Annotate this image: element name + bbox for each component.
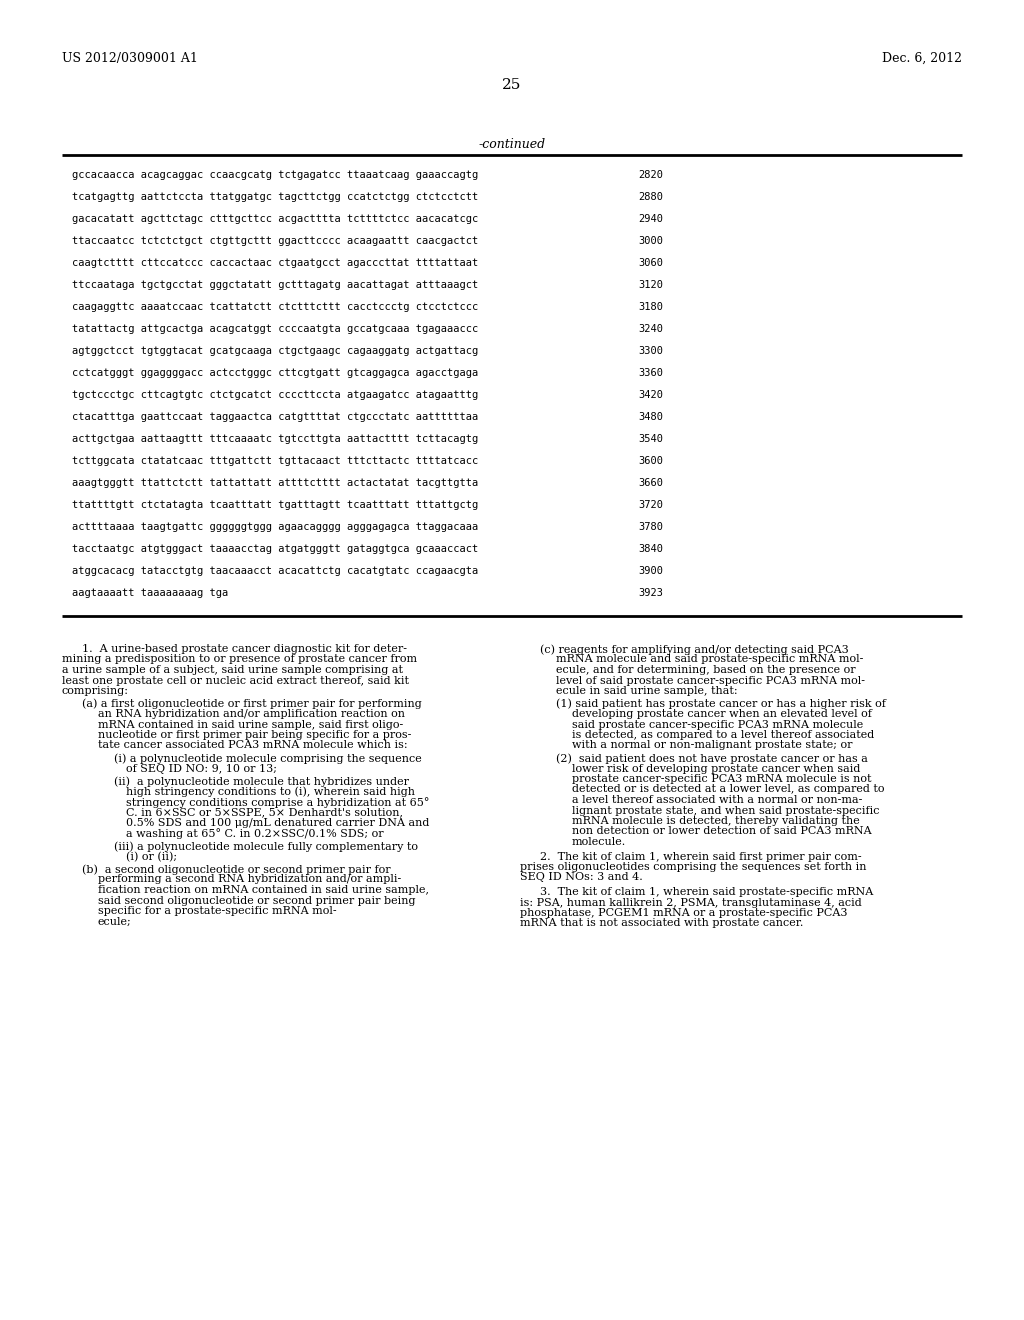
Text: phosphatase, PCGEM1 mRNA or a prostate-specific PCA3: phosphatase, PCGEM1 mRNA or a prostate-s… bbox=[520, 908, 848, 917]
Text: acttttaaaa taagtgattc ggggggtggg agaacagggg agggagagca ttaggacaaa: acttttaaaa taagtgattc ggggggtggg agaacag… bbox=[72, 521, 478, 532]
Text: with a normal or non-malignant prostate state; or: with a normal or non-malignant prostate … bbox=[572, 741, 853, 751]
Text: (2)  said patient does not have prostate cancer or has a: (2) said patient does not have prostate … bbox=[556, 752, 868, 763]
Text: developing prostate cancer when an elevated level of: developing prostate cancer when an eleva… bbox=[572, 709, 871, 719]
Text: 3840: 3840 bbox=[638, 544, 663, 554]
Text: 3923: 3923 bbox=[638, 587, 663, 598]
Text: 2820: 2820 bbox=[638, 170, 663, 180]
Text: caagtctttt cttccatccc caccactaac ctgaatgcct agacccttat ttttattaat: caagtctttt cttccatccc caccactaac ctgaatg… bbox=[72, 257, 478, 268]
Text: mRNA that is not associated with prostate cancer.: mRNA that is not associated with prostat… bbox=[520, 919, 804, 928]
Text: lower risk of developing prostate cancer when said: lower risk of developing prostate cancer… bbox=[572, 763, 860, 774]
Text: 3300: 3300 bbox=[638, 346, 663, 356]
Text: ecule, and for determining, based on the presence or: ecule, and for determining, based on the… bbox=[556, 665, 856, 675]
Text: of SEQ ID NO: 9, 10 or 13;: of SEQ ID NO: 9, 10 or 13; bbox=[126, 763, 278, 774]
Text: 3780: 3780 bbox=[638, 521, 663, 532]
Text: a washing at 65° C. in 0.2×SSC/0.1% SDS; or: a washing at 65° C. in 0.2×SSC/0.1% SDS;… bbox=[126, 829, 384, 840]
Text: agtggctcct tgtggtacat gcatgcaaga ctgctgaagc cagaaggatg actgattacg: agtggctcct tgtggtacat gcatgcaaga ctgctga… bbox=[72, 346, 478, 356]
Text: tatattactg attgcactga acagcatggt ccccaatgta gccatgcaaa tgagaaaccc: tatattactg attgcactga acagcatggt ccccaat… bbox=[72, 323, 478, 334]
Text: detected or is detected at a lower level, as compared to: detected or is detected at a lower level… bbox=[572, 784, 885, 795]
Text: cctcatgggt ggaggggacc actcctgggc cttcgtgatt gtcaggagca agacctgaga: cctcatgggt ggaggggacc actcctgggc cttcgtg… bbox=[72, 368, 478, 378]
Text: ttccaataga tgctgcctat gggctatatt gctttagatg aacattagat atttaaagct: ttccaataga tgctgcctat gggctatatt gctttag… bbox=[72, 280, 478, 290]
Text: Dec. 6, 2012: Dec. 6, 2012 bbox=[882, 51, 962, 65]
Text: 3600: 3600 bbox=[638, 455, 663, 466]
Text: stringency conditions comprise a hybridization at 65°: stringency conditions comprise a hybridi… bbox=[126, 797, 429, 808]
Text: 3.  The kit of claim 1, wherein said prostate-specific mRNA: 3. The kit of claim 1, wherein said pros… bbox=[540, 887, 873, 898]
Text: molecule.: molecule. bbox=[572, 837, 627, 847]
Text: prises oligonucleotides comprising the sequences set forth in: prises oligonucleotides comprising the s… bbox=[520, 862, 866, 873]
Text: tcatgagttg aattctccta ttatggatgc tagcttctgg ccatctctgg ctctcctctt: tcatgagttg aattctccta ttatggatgc tagcttc… bbox=[72, 191, 478, 202]
Text: ttattttgtt ctctatagta tcaatttatt tgatttagtt tcaatttatt tttattgctg: ttattttgtt ctctatagta tcaatttatt tgattta… bbox=[72, 500, 478, 510]
Text: 3120: 3120 bbox=[638, 280, 663, 290]
Text: 3540: 3540 bbox=[638, 434, 663, 444]
Text: ecule in said urine sample, that:: ecule in said urine sample, that: bbox=[556, 686, 737, 696]
Text: mRNA molecule is detected, thereby validating the: mRNA molecule is detected, thereby valid… bbox=[572, 816, 860, 826]
Text: aagtaaaatt taaaaaaaag tga: aagtaaaatt taaaaaaaag tga bbox=[72, 587, 228, 598]
Text: 2940: 2940 bbox=[638, 214, 663, 224]
Text: 3000: 3000 bbox=[638, 236, 663, 246]
Text: prostate cancer-specific PCA3 mRNA molecule is not: prostate cancer-specific PCA3 mRNA molec… bbox=[572, 774, 871, 784]
Text: a urine sample of a subject, said urine sample comprising at: a urine sample of a subject, said urine … bbox=[62, 665, 403, 675]
Text: nucleotide or first primer pair being specific for a pros-: nucleotide or first primer pair being sp… bbox=[98, 730, 412, 741]
Text: lignant prostate state, and when said prostate-specific: lignant prostate state, and when said pr… bbox=[572, 805, 880, 816]
Text: SEQ ID NOs: 3 and 4.: SEQ ID NOs: 3 and 4. bbox=[520, 873, 643, 883]
Text: caagaggttc aaaatccaac tcattatctt ctctttcttt cacctccctg ctcctctccc: caagaggttc aaaatccaac tcattatctt ctctttc… bbox=[72, 302, 478, 312]
Text: performing a second RNA hybridization and/or ampli-: performing a second RNA hybridization an… bbox=[98, 874, 401, 884]
Text: C. in 6×SSC or 5×SSPE, 5× Denhardt's solution,: C. in 6×SSC or 5×SSPE, 5× Denhardt's sol… bbox=[126, 808, 403, 817]
Text: is detected, as compared to a level thereof associated: is detected, as compared to a level ther… bbox=[572, 730, 874, 741]
Text: specific for a prostate-specific mRNA mol-: specific for a prostate-specific mRNA mo… bbox=[98, 906, 337, 916]
Text: (i) or (ii);: (i) or (ii); bbox=[126, 851, 177, 862]
Text: 2.  The kit of claim 1, wherein said first primer pair com-: 2. The kit of claim 1, wherein said firs… bbox=[540, 851, 861, 862]
Text: (1) said patient has prostate cancer or has a higher risk of: (1) said patient has prostate cancer or … bbox=[556, 698, 886, 709]
Text: 3900: 3900 bbox=[638, 566, 663, 576]
Text: gccacaacca acagcaggac ccaacgcatg tctgagatcc ttaaatcaag gaaaccagtg: gccacaacca acagcaggac ccaacgcatg tctgaga… bbox=[72, 170, 478, 180]
Text: (b)  a second oligonucleotide or second primer pair for: (b) a second oligonucleotide or second p… bbox=[82, 865, 390, 875]
Text: 1.  A urine-based prostate cancer diagnostic kit for deter-: 1. A urine-based prostate cancer diagnos… bbox=[82, 644, 407, 653]
Text: US 2012/0309001 A1: US 2012/0309001 A1 bbox=[62, 51, 198, 65]
Text: high stringency conditions to (i), wherein said high: high stringency conditions to (i), where… bbox=[126, 787, 415, 797]
Text: gacacatatt agcttctagc ctttgcttcc acgactttta tcttttctcc aacacatcgc: gacacatatt agcttctagc ctttgcttcc acgactt… bbox=[72, 214, 478, 224]
Text: 3180: 3180 bbox=[638, 302, 663, 312]
Text: acttgctgaa aattaagttt tttcaaaatc tgtccttgta aattactttt tcttacagtg: acttgctgaa aattaagttt tttcaaaatc tgtcctt… bbox=[72, 434, 478, 444]
Text: fication reaction on mRNA contained in said urine sample,: fication reaction on mRNA contained in s… bbox=[98, 884, 429, 895]
Text: mRNA molecule and said prostate-specific mRNA mol-: mRNA molecule and said prostate-specific… bbox=[556, 655, 863, 664]
Text: tcttggcata ctatatcaac tttgattctt tgttacaact tttcttactc ttttatcacc: tcttggcata ctatatcaac tttgattctt tgttaca… bbox=[72, 455, 478, 466]
Text: non detection or lower detection of said PCA3 mRNA: non detection or lower detection of said… bbox=[572, 826, 871, 837]
Text: -continued: -continued bbox=[478, 139, 546, 150]
Text: 3720: 3720 bbox=[638, 500, 663, 510]
Text: level of said prostate cancer-specific PCA3 mRNA mol-: level of said prostate cancer-specific P… bbox=[556, 676, 865, 685]
Text: mRNA contained in said urine sample, said first oligo-: mRNA contained in said urine sample, sai… bbox=[98, 719, 403, 730]
Text: 0.5% SDS and 100 μg/mL denatured carrier DNA and: 0.5% SDS and 100 μg/mL denatured carrier… bbox=[126, 818, 429, 828]
Text: tacctaatgc atgtgggact taaaacctag atgatgggtt gataggtgca gcaaaccact: tacctaatgc atgtgggact taaaacctag atgatgg… bbox=[72, 544, 478, 554]
Text: ecule;: ecule; bbox=[98, 916, 132, 927]
Text: (ii)  a polynucleotide molecule that hybridizes under: (ii) a polynucleotide molecule that hybr… bbox=[114, 776, 409, 787]
Text: said prostate cancer-specific PCA3 mRNA molecule: said prostate cancer-specific PCA3 mRNA … bbox=[572, 719, 863, 730]
Text: 3240: 3240 bbox=[638, 323, 663, 334]
Text: tate cancer associated PCA3 mRNA molecule which is:: tate cancer associated PCA3 mRNA molecul… bbox=[98, 741, 408, 751]
Text: aaagtgggtt ttattctctt tattattatt attttctttt actactatat tacgttgtta: aaagtgggtt ttattctctt tattattatt attttct… bbox=[72, 478, 478, 488]
Text: 25: 25 bbox=[503, 78, 521, 92]
Text: tgctccctgc cttcagtgtc ctctgcatct ccccttccta atgaagatcc atagaatttg: tgctccctgc cttcagtgtc ctctgcatct ccccttc… bbox=[72, 389, 478, 400]
Text: ttaccaatcc tctctctgct ctgttgcttt ggacttcccc acaagaattt caacgactct: ttaccaatcc tctctctgct ctgttgcttt ggacttc… bbox=[72, 236, 478, 246]
Text: (iii) a polynucleotide molecule fully complementary to: (iii) a polynucleotide molecule fully co… bbox=[114, 841, 418, 851]
Text: (i) a polynucleotide molecule comprising the sequence: (i) a polynucleotide molecule comprising… bbox=[114, 752, 422, 763]
Text: 2880: 2880 bbox=[638, 191, 663, 202]
Text: (a) a first oligonucleotide or first primer pair for performing: (a) a first oligonucleotide or first pri… bbox=[82, 698, 422, 709]
Text: atggcacacg tatacctgtg taacaaacct acacattctg cacatgtatc ccagaacgta: atggcacacg tatacctgtg taacaaacct acacatt… bbox=[72, 566, 478, 576]
Text: 3660: 3660 bbox=[638, 478, 663, 488]
Text: 3360: 3360 bbox=[638, 368, 663, 378]
Text: least one prostate cell or nucleic acid extract thereof, said kit: least one prostate cell or nucleic acid … bbox=[62, 676, 409, 685]
Text: 3420: 3420 bbox=[638, 389, 663, 400]
Text: ctacatttga gaattccaat taggaactca catgttttat ctgccctatc aattttttaa: ctacatttga gaattccaat taggaactca catgttt… bbox=[72, 412, 478, 422]
Text: an RNA hybridization and/or amplification reaction on: an RNA hybridization and/or amplificatio… bbox=[98, 709, 406, 719]
Text: (c) reagents for amplifying and/or detecting said PCA3: (c) reagents for amplifying and/or detec… bbox=[540, 644, 849, 655]
Text: comprising:: comprising: bbox=[62, 686, 129, 696]
Text: a level thereof associated with a normal or non-ma-: a level thereof associated with a normal… bbox=[572, 795, 862, 805]
Text: 3480: 3480 bbox=[638, 412, 663, 422]
Text: 3060: 3060 bbox=[638, 257, 663, 268]
Text: is: PSA, human kallikrein 2, PSMA, transglutaminase 4, acid: is: PSA, human kallikrein 2, PSMA, trans… bbox=[520, 898, 862, 908]
Text: said second oligonucleotide or second primer pair being: said second oligonucleotide or second pr… bbox=[98, 895, 416, 906]
Text: mining a predisposition to or presence of prostate cancer from: mining a predisposition to or presence o… bbox=[62, 655, 417, 664]
